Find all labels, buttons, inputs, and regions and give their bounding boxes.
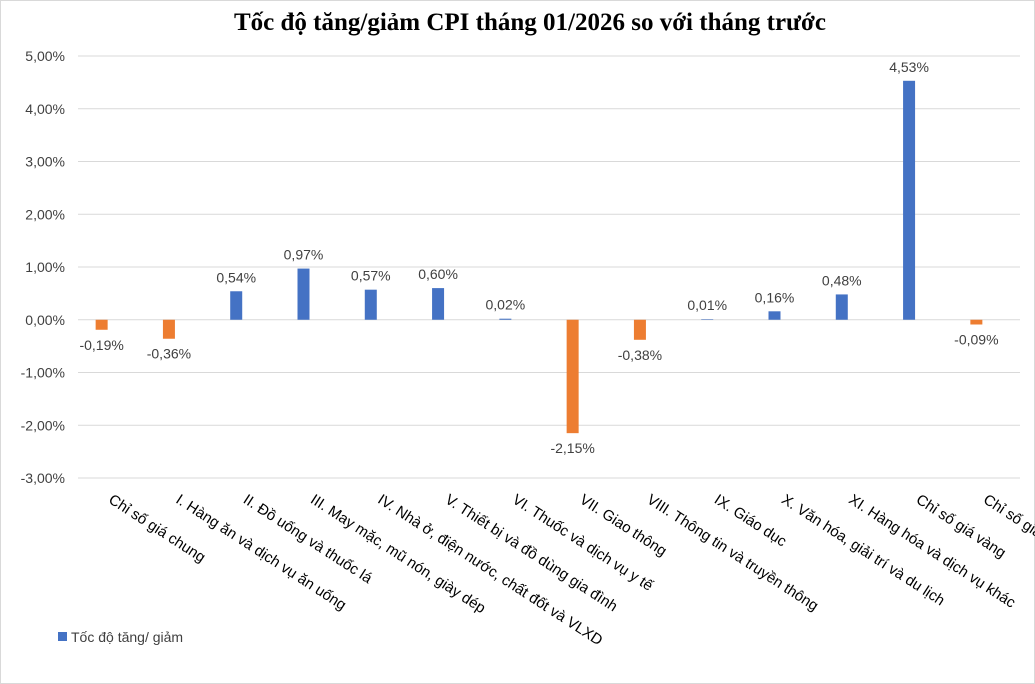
data-label: -0,19%	[79, 337, 123, 353]
data-label: 0,01%	[687, 297, 727, 313]
bar	[768, 311, 781, 320]
bar	[230, 291, 243, 320]
y-tick-label: -2,00%	[21, 417, 65, 433]
bar	[903, 80, 916, 320]
chart-title: Tốc độ tăng/giảm CPI tháng 01/2026 so vớ…	[234, 9, 826, 36]
data-label: 0,54%	[216, 269, 256, 285]
bar	[970, 319, 983, 325]
y-tick-label: 3,00%	[25, 154, 65, 170]
data-label: -2,15%	[550, 440, 594, 456]
bar	[633, 319, 646, 340]
y-tick-label: 5,00%	[25, 48, 65, 64]
data-label: 0,57%	[351, 268, 391, 284]
data-label: 0,97%	[284, 247, 324, 263]
data-label: 0,60%	[418, 266, 458, 282]
bar	[499, 318, 512, 320]
data-label: 0,48%	[822, 272, 862, 288]
bar	[701, 319, 714, 320]
legend-label: Tốc độ tăng/ giảm	[71, 629, 183, 645]
legend-swatch	[58, 632, 67, 641]
data-label: 4,53%	[889, 59, 929, 75]
bar	[95, 319, 108, 330]
bar	[162, 319, 175, 339]
bar	[566, 319, 579, 434]
bar	[432, 288, 445, 320]
data-label: -0,38%	[618, 347, 662, 363]
data-label: 0,02%	[486, 297, 526, 313]
data-label: 0,16%	[755, 289, 795, 305]
bar	[835, 294, 848, 320]
bar	[364, 289, 377, 320]
y-tick-label: -3,00%	[21, 470, 65, 486]
data-label: -0,36%	[147, 346, 191, 362]
y-tick-label: 2,00%	[25, 206, 65, 222]
data-label: -0,09%	[954, 331, 998, 347]
bar	[297, 268, 310, 320]
y-tick-label: 0,00%	[25, 312, 65, 328]
y-tick-label: 4,00%	[25, 101, 65, 117]
y-tick-label: -1,00%	[21, 365, 65, 381]
y-tick-label: 1,00%	[25, 259, 65, 275]
legend: Tốc độ tăng/ giảm	[58, 629, 183, 645]
